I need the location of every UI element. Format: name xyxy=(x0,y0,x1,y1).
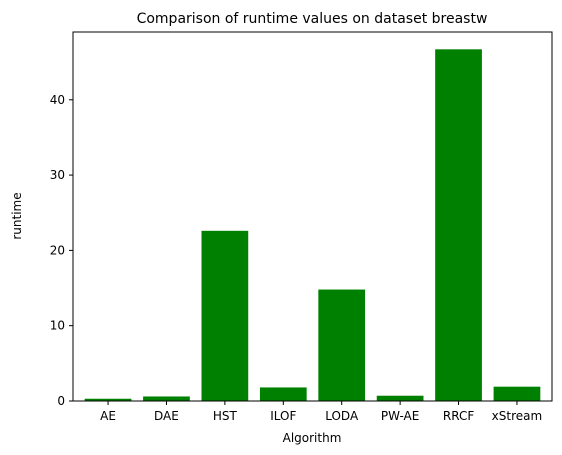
x-tick-label-rrcf: RRCF xyxy=(443,409,474,423)
y-tick-label-40: 40 xyxy=(50,93,65,107)
bars-layer xyxy=(84,49,541,401)
bar-hst xyxy=(201,230,249,401)
y-tick-label-0: 0 xyxy=(57,394,65,408)
bar-xstream xyxy=(493,386,541,401)
x-tick-label-dae: DAE xyxy=(154,409,179,423)
x-tick-label-ilof: ILOF xyxy=(270,409,296,423)
bar-ilof xyxy=(259,387,307,401)
chart-title: Comparison of runtime values on dataset … xyxy=(137,11,488,27)
x-axis-title: Algorithm xyxy=(283,431,342,445)
y-tick-label-10: 10 xyxy=(50,319,65,333)
bar-dae xyxy=(143,396,190,401)
plot-frame xyxy=(72,31,553,402)
y-tick-label-20: 20 xyxy=(50,243,65,257)
y-axis-ticks: 0 10 20 30 40 xyxy=(50,93,73,408)
bar-rrcf xyxy=(435,49,482,401)
x-tick-label-ae: AE xyxy=(100,409,116,423)
x-tick-label-pw-ae: PW-AE xyxy=(381,409,419,423)
y-tick-label-30: 30 xyxy=(50,168,65,182)
bar-loda xyxy=(318,289,366,401)
bar-ae xyxy=(84,398,132,401)
x-tick-label-hst: HST xyxy=(213,409,238,423)
x-tick-label-loda: LODA xyxy=(325,409,359,423)
x-tick-label-xstream: xStream xyxy=(492,409,543,423)
bar-pw-ae xyxy=(376,395,424,401)
x-axis-ticks: AE DAE HST ILOF LODA PW-AE RRCF xStream xyxy=(100,401,542,423)
y-axis-title: runtime xyxy=(10,192,24,239)
